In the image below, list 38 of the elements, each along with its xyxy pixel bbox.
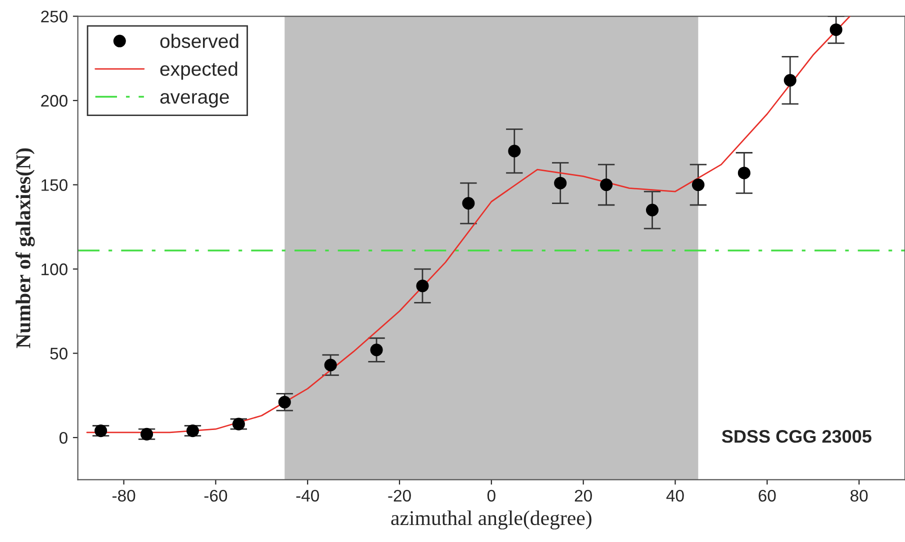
x-tick-label: 80 [850, 490, 868, 502]
point [278, 396, 291, 408]
point [508, 144, 521, 158]
x-tick-label: 20 [574, 490, 592, 502]
point [370, 344, 383, 356]
point [646, 204, 659, 216]
y-tick-label: 0 [59, 432, 68, 444]
y-tick-label: 50 [50, 348, 68, 360]
point [600, 178, 613, 192]
y-tick-label: 100 [42, 263, 68, 276]
point [324, 358, 337, 372]
x-tick-label: -80 [112, 490, 136, 502]
annotation: SDSS CGG 23005 [722, 430, 872, 443]
point [830, 23, 842, 36]
x-axis-title: azimuthal angle(degree) [391, 510, 592, 530]
point [186, 424, 199, 438]
point [416, 280, 429, 292]
y-tick-label: 200 [41, 94, 68, 107]
y-axis-title: Number of galaxies(N) [15, 148, 35, 348]
legend-label: average [160, 93, 229, 108]
x-tick-label: 0 [487, 490, 496, 502]
point [232, 418, 245, 430]
y-tick-label: 250 [41, 10, 68, 22]
legend-label: observed [160, 34, 238, 48]
point [554, 176, 567, 190]
point [784, 74, 796, 87]
legend-label: expected [160, 62, 238, 80]
point [692, 178, 704, 192]
x-tick-label: 60 [758, 490, 776, 502]
point [738, 166, 750, 180]
x-tick-label: -40 [296, 490, 319, 502]
y-tick-label: 150 [42, 179, 68, 191]
point [140, 428, 154, 440]
point [94, 424, 108, 438]
x-tick-label: -20 [388, 490, 411, 502]
point [462, 197, 475, 210]
x-tick-label: 40 [666, 490, 684, 502]
x-tick-label: -60 [204, 490, 228, 502]
